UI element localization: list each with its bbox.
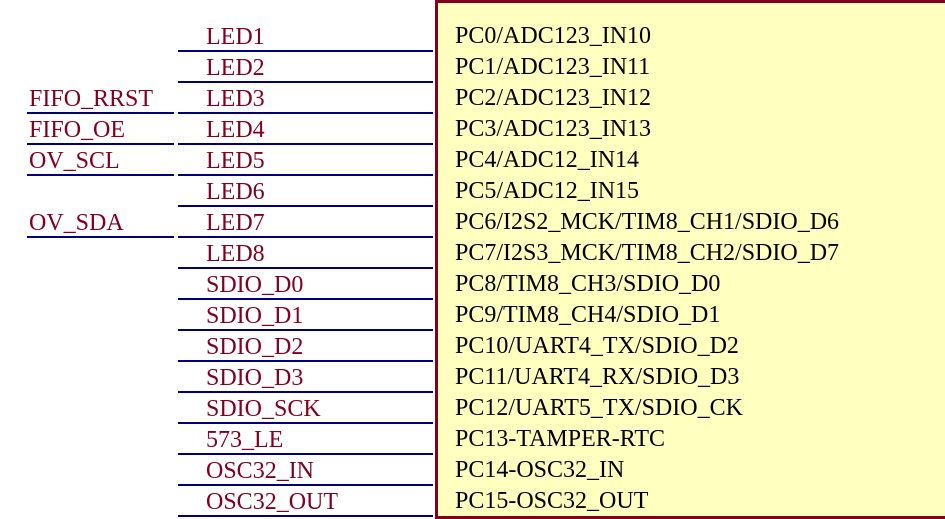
pin-function-label: PC5/ADC12_IN15: [455, 178, 639, 205]
net-label: SDIO_D1: [206, 303, 303, 330]
net-label: SDIO_D3: [206, 365, 303, 392]
pin-box: PC0/ADC123_IN10 PC1/ADC123_IN11 PC2/ADC123…: [435, 0, 945, 519]
pin-function-label: PC0/ADC123_IN10: [455, 23, 651, 50]
pin-function-label: PC15-OSC32_OUT: [455, 488, 648, 515]
net-label: LED6: [206, 179, 265, 206]
pin-function-label: PC6/I2S2_MCK/TIM8_CH1/SDIO_D6: [455, 209, 839, 236]
pin-function-label: PC2/ADC123_IN12: [455, 85, 651, 112]
net-label: OSC32_IN: [206, 458, 314, 485]
pin-function-label: PC13-TAMPER-RTC: [455, 426, 665, 453]
pin-function-label: PC3/ADC123_IN13: [455, 116, 651, 143]
wire-area: LED126LED227LED328FIFO_RRSTLED429FIFO_OE…: [0, 0, 435, 519]
left-net-label: FIFO_OE: [29, 117, 125, 144]
pin-function-label: PC14-OSC32_IN: [455, 457, 624, 484]
left-net-label: OV_SCL: [29, 148, 120, 175]
net-label: LED5: [206, 148, 265, 175]
pin-function-label: PC4/ADC12_IN14: [455, 147, 639, 174]
net-label: LED3: [206, 86, 265, 113]
net-label: LED2: [206, 55, 265, 82]
left-net-label: OV_SDA: [29, 210, 124, 237]
pin-function-label: PC11/UART4_RX/SDIO_D3: [455, 364, 739, 391]
net-label: SDIO_SCK: [206, 396, 321, 423]
pin-function-label: PC8/TIM8_CH3/SDIO_D0: [455, 271, 720, 298]
left-net-label: FIFO_RRST: [29, 86, 153, 113]
net-label: SDIO_D0: [206, 272, 303, 299]
net-label: LED7: [206, 210, 265, 237]
pin-function-label: PC9/TIM8_CH4/SDIO_D1: [455, 302, 720, 329]
pin-function-label: PC10/UART4_TX/SDIO_D2: [455, 333, 739, 360]
net-label: LED8: [206, 241, 265, 268]
net-label: 573_LE: [206, 427, 283, 454]
pin-function-label: PC7/I2S3_MCK/TIM8_CH2/SDIO_D7: [455, 240, 839, 267]
net-label: LED1: [206, 24, 265, 51]
net-label: LED4: [206, 117, 265, 144]
pin-function-label: PC12/UART5_TX/SDIO_CK: [455, 395, 743, 422]
pin-function-label: PC1/ADC123_IN11: [455, 54, 650, 81]
net-label: SDIO_D2: [206, 334, 303, 361]
net-label: OSC32_OUT: [206, 489, 338, 516]
